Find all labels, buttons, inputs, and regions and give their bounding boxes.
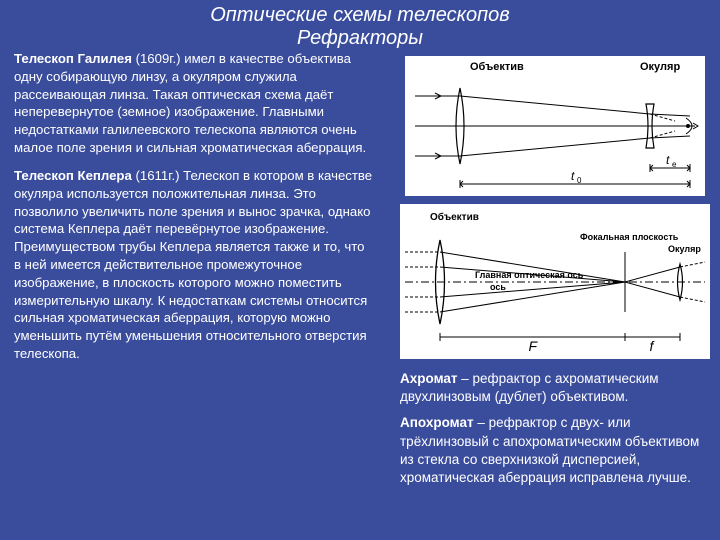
galileo-lead: Телескоп Галилея: [14, 51, 132, 66]
svg-text:0: 0: [577, 176, 582, 185]
apochromat-paragraph: Апохромат – рефрактор с двух- или трёхли…: [400, 414, 710, 487]
svg-text:e: e: [672, 160, 677, 169]
page-subtitle: Рефракторы: [0, 27, 720, 50]
svg-text:Фокальная плоскость: Фокальная плоскость: [580, 232, 679, 242]
galileo-svg: ОбъективОкулярtet0: [405, 56, 705, 196]
svg-text:Объектив: Объектив: [470, 61, 524, 73]
page-title: Оптические схемы телескопов: [0, 0, 720, 27]
svg-text:Объектив: Объектив: [430, 211, 479, 223]
svg-text:Окуляр: Окуляр: [640, 61, 680, 73]
galileo-paragraph: Телескоп Галилея (1609г.) имел в качеств…: [14, 50, 374, 157]
achromat-lead: Ахромат: [400, 371, 458, 386]
kepler-paragraph: Телескоп Кеплера (1611г.) Телескоп в кот…: [14, 167, 374, 363]
left-column: Телескоп Галилея (1609г.) имел в качеств…: [14, 50, 374, 373]
apochromat-lead: Апохромат: [400, 415, 474, 430]
kepler-svg: Объектив Фокальная плоскость Окуляр Главная…: [400, 204, 710, 359]
kepler-lead: Телескоп Кеплера: [14, 168, 132, 183]
svg-text:f: f: [650, 338, 656, 354]
galileo-body: (1609г.) имел в качестве объектива одну …: [14, 51, 366, 155]
galileo-diagram: ОбъективОкулярtet0: [405, 56, 705, 196]
right-column: Ахромат – рефрактор с ахроматическим дву…: [400, 370, 710, 495]
svg-text:Главная оптическая ось: Главная оптическая ось: [475, 270, 584, 280]
svg-text:t: t: [666, 153, 670, 167]
svg-text:F: F: [529, 338, 539, 354]
svg-text:Окуляр: Окуляр: [668, 244, 701, 254]
svg-text:t: t: [571, 169, 575, 183]
achromat-paragraph: Ахромат – рефрактор с ахроматическим дву…: [400, 370, 710, 406]
svg-text:ось: ось: [490, 282, 506, 292]
kepler-diagram: Объектив Фокальная плоскость Окуляр Главная…: [400, 204, 710, 359]
kepler-body: (1611г.) Телескоп в котором в качестве о…: [14, 168, 372, 361]
content-area: Телескоп Галилея (1609г.) имел в качеств…: [0, 50, 720, 540]
